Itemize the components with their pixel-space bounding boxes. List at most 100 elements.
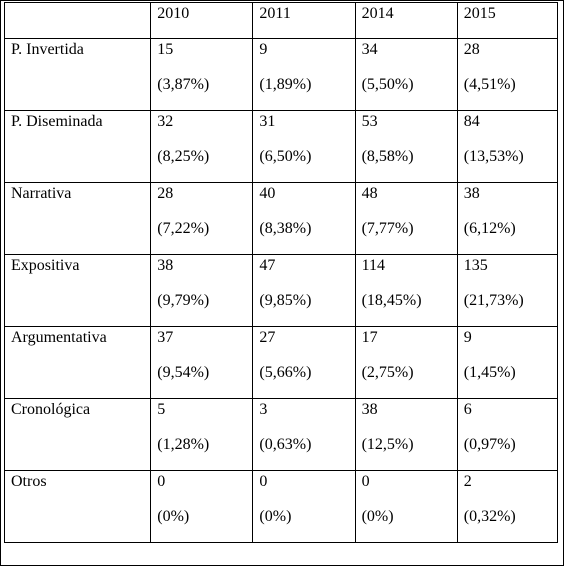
header-cell-2011: 2011: [252, 2, 356, 39]
cell-count: 84: [463, 113, 480, 130]
row-label-cell: Expositiva: [3, 254, 152, 327]
row-label: P. Invertida: [11, 41, 84, 58]
data-cell: 38 (6,12%): [456, 182, 559, 255]
data-cell: 0 (0%): [150, 470, 254, 543]
data-cell: 5 (1,28%): [150, 398, 254, 471]
data-cell: 40 (8,38%): [252, 182, 356, 255]
table-row: Otros 0 (0%) 0 (0%) 0 (0%) 2 (0,32%): [3, 470, 559, 543]
cell-percentage: (7,22%): [157, 220, 210, 237]
cell-count: 40: [259, 185, 276, 202]
cell-count: 53: [361, 113, 378, 130]
cell-count: 0: [157, 473, 166, 490]
cell-count: 9: [259, 41, 268, 58]
cell-percentage: (5,66%): [259, 364, 312, 381]
cell-percentage: (0,63%): [259, 436, 312, 453]
data-cell: 0 (0%): [252, 470, 356, 543]
cell-percentage: (9,54%): [157, 364, 210, 381]
row-label: P. Diseminada: [11, 113, 103, 130]
cell-percentage: (8,25%): [157, 148, 210, 165]
data-cell: 84 (13,53%): [456, 110, 559, 183]
cell-count: 17: [361, 329, 378, 346]
table-row: P. Invertida 15 (3,87%) 9 (1,89%) 34 (5,50%) 28…: [3, 38, 559, 111]
row-label-cell: Otros: [3, 470, 152, 543]
data-cell: 48 (7,77%): [354, 182, 458, 255]
cell-count: 15: [157, 41, 174, 58]
header-cell-2014: 2014: [354, 2, 458, 39]
cell-count: 37: [157, 329, 174, 346]
data-cell: 114 (18,45%): [354, 254, 458, 327]
table-row: Argumentativa 37 (9,54%) 27 (5,66%) 17 (2,75%)…: [3, 326, 559, 399]
cell-percentage: (2,75%): [361, 364, 414, 381]
row-label-cell: Cronológica: [3, 398, 152, 471]
row-label-cell: P. Diseminada: [3, 110, 152, 183]
cell-percentage: (0%): [259, 508, 292, 525]
cell-percentage: (7,77%): [361, 220, 414, 237]
data-cell: 31 (6,50%): [252, 110, 356, 183]
row-label: Cronológica: [11, 401, 91, 418]
data-cell: 38 (12,5%): [354, 398, 458, 471]
row-label: Narrativa: [11, 185, 72, 202]
cell-count: 28: [463, 41, 480, 58]
cell-count: 9: [463, 329, 472, 346]
cell-percentage: (13,53%): [463, 148, 524, 165]
row-label: Argumentativa: [11, 329, 107, 346]
data-cell: 2 (0,32%): [456, 470, 559, 543]
cell-count: 5: [157, 401, 166, 418]
cell-count: 0: [259, 473, 268, 490]
cell-count: 28: [157, 185, 174, 202]
data-cell: 9 (1,89%): [252, 38, 356, 111]
cell-count: 0: [361, 473, 370, 490]
table-row: Cronológica 5 (1,28%) 3 (0,63%) 38 (12,5%) 6 (0,…: [3, 398, 559, 471]
cell-percentage: (21,73%): [463, 292, 524, 309]
cell-count: 114: [361, 257, 385, 274]
cell-count: 3: [259, 401, 268, 418]
data-cell: 28 (4,51%): [456, 38, 559, 111]
cell-percentage: (5,50%): [361, 76, 414, 93]
data-table: 2010 2011 2014 2015 P. Invertida 15 (3,87%…: [3, 2, 559, 543]
cell-percentage: (9,79%): [157, 292, 210, 309]
data-cell: 27 (5,66%): [252, 326, 356, 399]
cell-count: 2: [463, 473, 472, 490]
header-cell-2010: 2010: [150, 2, 254, 39]
data-cell: 28 (7,22%): [150, 182, 254, 255]
header-cell-2015: 2015: [456, 2, 559, 39]
cell-count: 135: [463, 257, 488, 274]
cell-percentage: (0,32%): [463, 508, 516, 525]
data-cell: 53 (8,58%): [354, 110, 458, 183]
cell-count: 38: [463, 185, 480, 202]
data-cell: 0 (0%): [354, 470, 458, 543]
cell-count: 27: [259, 329, 276, 346]
data-cell: 37 (9,54%): [150, 326, 254, 399]
data-cell: 9 (1,45%): [456, 326, 559, 399]
cell-percentage: (1,45%): [463, 364, 516, 381]
data-cell: 17 (2,75%): [354, 326, 458, 399]
cell-percentage: (6,12%): [463, 220, 516, 237]
data-cell: 32 (8,25%): [150, 110, 254, 183]
cell-percentage: (8,38%): [259, 220, 312, 237]
cell-percentage: (4,51%): [463, 76, 516, 93]
data-cell: 15 (3,87%): [150, 38, 254, 111]
cell-percentage: (0%): [157, 508, 190, 525]
cell-percentage: (0,97%): [463, 436, 516, 453]
row-label-cell: Argumentativa: [3, 326, 152, 399]
cell-count: 6: [463, 401, 472, 418]
data-cell: 38 (9,79%): [150, 254, 254, 327]
table-row: Narrativa 28 (7,22%) 40 (8,38%) 48 (7,77%) 38 (6…: [3, 182, 559, 255]
data-cell: 3 (0,63%): [252, 398, 356, 471]
row-label-cell: P. Invertida: [3, 38, 152, 111]
cell-percentage: (12,5%): [361, 436, 414, 453]
table-row: P. Diseminada 32 (8,25%) 31 (6,50%) 53 (8,58%)…: [3, 110, 559, 183]
cell-count: 34: [361, 41, 378, 58]
table-header-row: 2010 2011 2014 2015: [3, 2, 559, 39]
header-cell-corner: [3, 2, 152, 39]
cell-percentage: (6,50%): [259, 148, 312, 165]
data-cell: 135 (21,73%): [456, 254, 559, 327]
cell-count: 48: [361, 185, 378, 202]
row-label: Expositiva: [11, 257, 80, 274]
row-label-cell: Narrativa: [3, 182, 152, 255]
data-cell: 34 (5,50%): [354, 38, 458, 111]
row-label: Otros: [11, 473, 47, 490]
data-cell: 6 (0,97%): [456, 398, 559, 471]
cell-count: 38: [157, 257, 174, 274]
cell-percentage: (1,89%): [259, 76, 312, 93]
